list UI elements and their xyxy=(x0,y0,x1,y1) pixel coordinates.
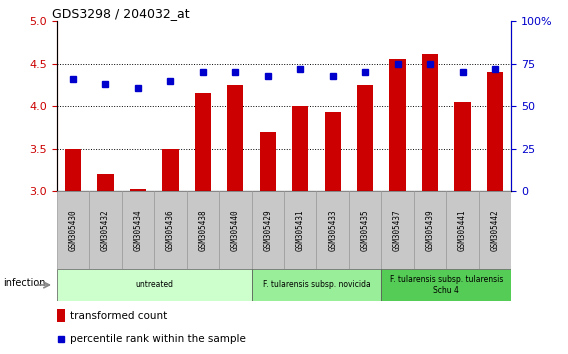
Bar xyxy=(446,191,479,269)
Bar xyxy=(154,191,187,269)
Bar xyxy=(252,269,381,301)
Text: F. tularensis subsp. tularensis
Schu 4: F. tularensis subsp. tularensis Schu 4 xyxy=(390,275,503,295)
Bar xyxy=(381,269,511,301)
Bar xyxy=(252,191,284,269)
Bar xyxy=(414,191,446,269)
Bar xyxy=(122,191,154,269)
Text: GSM305431: GSM305431 xyxy=(296,209,304,251)
Text: GSM305429: GSM305429 xyxy=(264,209,272,251)
Bar xyxy=(284,191,316,269)
Bar xyxy=(195,93,211,191)
Bar xyxy=(479,191,511,269)
Bar xyxy=(260,132,276,191)
Bar xyxy=(57,269,252,301)
Bar xyxy=(454,102,471,191)
Bar xyxy=(219,191,252,269)
Text: GSM305442: GSM305442 xyxy=(491,209,499,251)
Text: GDS3298 / 204032_at: GDS3298 / 204032_at xyxy=(52,7,190,20)
Bar xyxy=(57,309,65,322)
Bar xyxy=(381,191,414,269)
Bar xyxy=(65,149,81,191)
Bar xyxy=(324,112,341,191)
Text: GSM305436: GSM305436 xyxy=(166,209,175,251)
Text: percentile rank within the sample: percentile rank within the sample xyxy=(69,335,245,344)
Text: GSM305434: GSM305434 xyxy=(133,209,143,251)
Bar xyxy=(349,191,381,269)
Text: transformed count: transformed count xyxy=(69,310,167,320)
Text: GSM305435: GSM305435 xyxy=(361,209,370,251)
Text: GSM305440: GSM305440 xyxy=(231,209,240,251)
Bar xyxy=(227,85,244,191)
Bar xyxy=(316,191,349,269)
Bar xyxy=(130,189,146,191)
Text: GSM305437: GSM305437 xyxy=(393,209,402,251)
Text: GSM305439: GSM305439 xyxy=(425,209,435,251)
Text: GSM305438: GSM305438 xyxy=(198,209,207,251)
Bar xyxy=(390,59,406,191)
Bar xyxy=(89,191,122,269)
Bar xyxy=(292,106,308,191)
Text: GSM305441: GSM305441 xyxy=(458,209,467,251)
Bar xyxy=(97,174,114,191)
Text: GSM305433: GSM305433 xyxy=(328,209,337,251)
Text: untreated: untreated xyxy=(135,280,173,290)
Bar xyxy=(162,149,178,191)
Bar xyxy=(357,85,373,191)
Text: infection: infection xyxy=(3,278,45,289)
Bar xyxy=(487,72,503,191)
Text: GSM305432: GSM305432 xyxy=(101,209,110,251)
Text: F. tularensis subsp. novicida: F. tularensis subsp. novicida xyxy=(262,280,370,290)
Bar xyxy=(422,53,438,191)
Text: GSM305430: GSM305430 xyxy=(69,209,77,251)
Bar xyxy=(187,191,219,269)
Bar xyxy=(57,191,89,269)
